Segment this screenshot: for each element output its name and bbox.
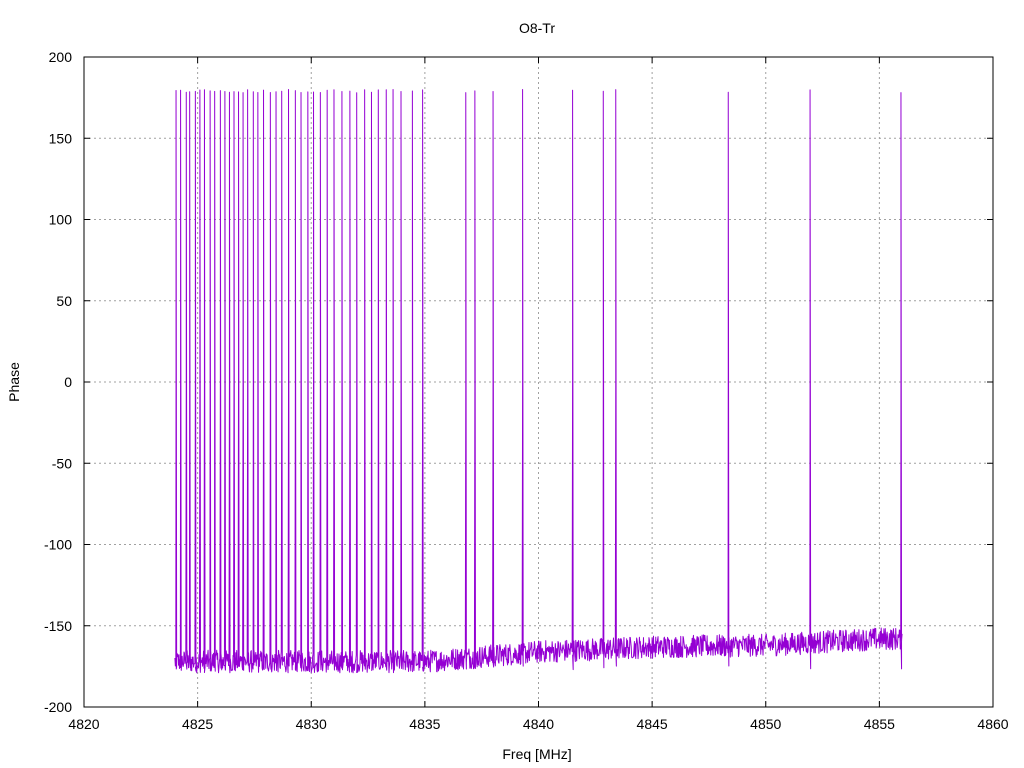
x-tick-label: 4860 <box>977 716 1008 732</box>
x-tick-label: 4845 <box>637 716 668 732</box>
ticks <box>83 56 994 708</box>
y-tick-label: 100 <box>49 212 73 228</box>
y-tick-label: -150 <box>44 618 72 634</box>
y-tick-label: 0 <box>64 374 72 390</box>
y-tick-label: 200 <box>49 49 73 65</box>
y-tick-label: 150 <box>49 130 73 146</box>
x-tick-label: 4825 <box>182 716 213 732</box>
chart-title: O8-Tr <box>519 20 555 36</box>
y-tick-label: 50 <box>56 293 72 309</box>
x-axis-label: Freq [MHz] <box>502 746 571 762</box>
x-tick-label: 4850 <box>750 716 781 732</box>
x-tick-label: 4830 <box>296 716 327 732</box>
grid <box>84 57 993 707</box>
y-tick-label: -200 <box>44 699 72 715</box>
x-tick-label: 4835 <box>409 716 440 732</box>
series-layer <box>174 89 903 674</box>
x-tick-label: 4855 <box>864 716 895 732</box>
x-tick-label: 4820 <box>68 716 99 732</box>
y-axis-label: Phase <box>6 362 22 402</box>
y-tick-label: -50 <box>52 455 72 471</box>
y-tick-label: -100 <box>44 537 72 553</box>
x-tick-label: 4840 <box>523 716 554 732</box>
phase-series-line <box>174 89 903 674</box>
tick-labels: 4820 4825 4830 4835 4840 4845 4850 4855 4860 -200… <box>44 49 1009 732</box>
